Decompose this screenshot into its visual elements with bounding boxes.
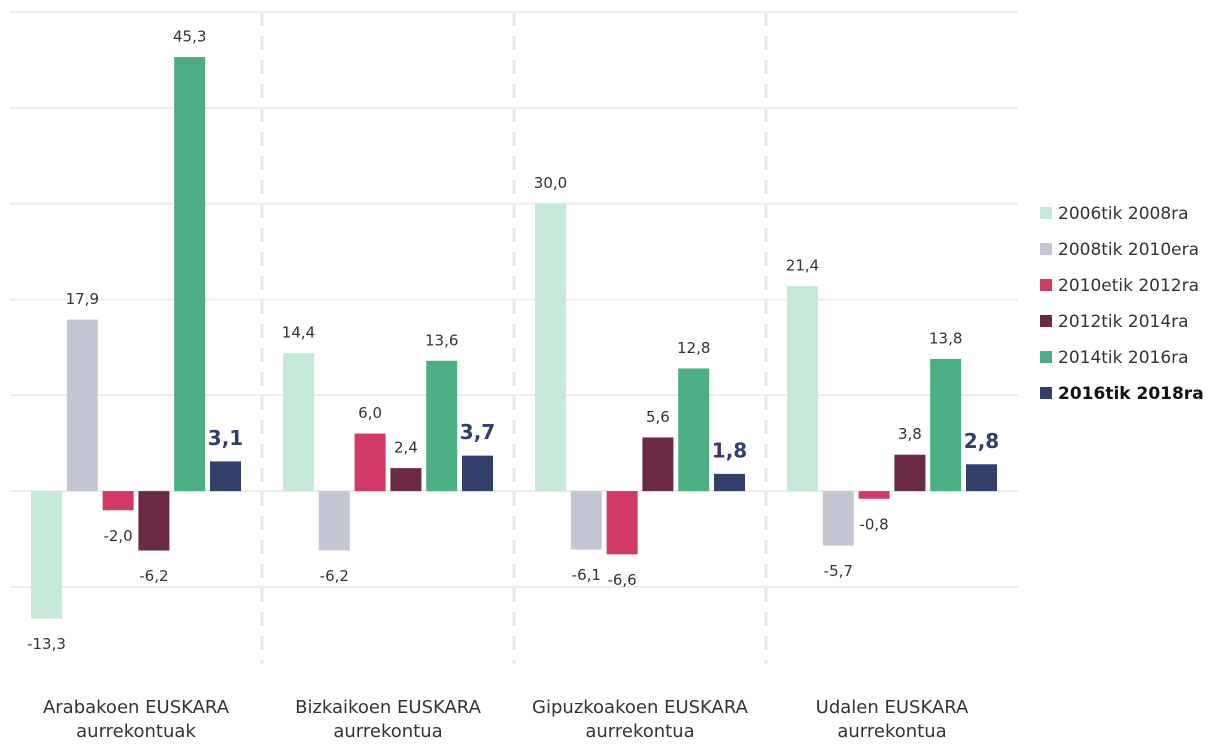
data-label: -6,2 xyxy=(320,567,349,585)
legend-swatch xyxy=(1040,243,1052,255)
bar xyxy=(390,468,422,492)
bar xyxy=(894,454,926,492)
bar xyxy=(102,491,134,511)
data-label: 13,8 xyxy=(929,329,962,347)
x-tick-label: Gipuzkoakoen EUSKARA aurrekontua xyxy=(532,697,748,742)
x-tick-label: Bizkaikoen EUSKARA aurrekontua xyxy=(295,697,481,742)
legend-swatch xyxy=(1040,315,1052,327)
legend-label: 2016tik 2018ra xyxy=(1058,384,1204,404)
data-label: 3,7 xyxy=(460,420,495,444)
data-label: -5,7 xyxy=(824,562,853,580)
bar xyxy=(354,433,386,492)
legend-label: 2008tik 2010era xyxy=(1058,240,1199,260)
data-label: 3,1 xyxy=(208,426,243,450)
data-label: 5,6 xyxy=(646,408,670,426)
bar xyxy=(966,464,997,492)
bar xyxy=(66,319,98,492)
data-label: 2,8 xyxy=(964,429,999,453)
data-label: -6,2 xyxy=(139,567,168,585)
legend-swatch xyxy=(1040,207,1052,219)
data-label: -0,8 xyxy=(859,515,888,533)
bar xyxy=(426,360,458,492)
bar xyxy=(714,473,745,492)
bar xyxy=(787,286,818,492)
bar xyxy=(283,353,314,492)
bar xyxy=(642,437,674,492)
x-tick-label: Udalen EUSKARA aurrekontua xyxy=(815,697,969,742)
data-label: -13,3 xyxy=(27,635,66,653)
data-label: 12,8 xyxy=(677,339,710,357)
data-label: 21,4 xyxy=(786,257,819,275)
bar xyxy=(210,461,241,492)
data-label: 6,0 xyxy=(358,404,382,422)
bar xyxy=(462,455,493,492)
legend-label: 2006tik 2008ra xyxy=(1058,204,1189,224)
legend-swatch xyxy=(1040,279,1052,291)
data-label: 3,8 xyxy=(898,425,922,443)
data-label: 2,4 xyxy=(394,439,418,457)
data-label: 1,8 xyxy=(712,438,747,462)
bar xyxy=(174,57,206,492)
legend-label: 2014tik 2016ra xyxy=(1058,348,1189,368)
bar xyxy=(31,491,62,619)
bar xyxy=(535,203,566,492)
legend-swatch xyxy=(1040,351,1052,363)
bar xyxy=(822,491,854,546)
data-label: -6,1 xyxy=(572,566,601,584)
x-tick-label: Arabakoen EUSKARA aurrekontuak xyxy=(42,697,230,742)
bar xyxy=(606,491,638,555)
legend-label: 2010etik 2012ra xyxy=(1058,276,1199,296)
legend-label: 2012tik 2014ra xyxy=(1058,312,1189,332)
bar xyxy=(570,491,602,550)
bar xyxy=(858,491,890,499)
data-label: -2,0 xyxy=(103,527,132,545)
data-label: 13,6 xyxy=(425,331,458,349)
data-label: 14,4 xyxy=(282,324,315,342)
bar xyxy=(678,368,710,492)
data-label: -6,6 xyxy=(607,571,636,589)
bar xyxy=(318,491,350,551)
legend-swatch xyxy=(1040,387,1052,399)
data-label: 30,0 xyxy=(534,174,567,192)
data-label: 17,9 xyxy=(66,290,99,308)
bar xyxy=(930,358,962,492)
data-label: 45,3 xyxy=(173,28,206,46)
bar xyxy=(138,491,170,551)
